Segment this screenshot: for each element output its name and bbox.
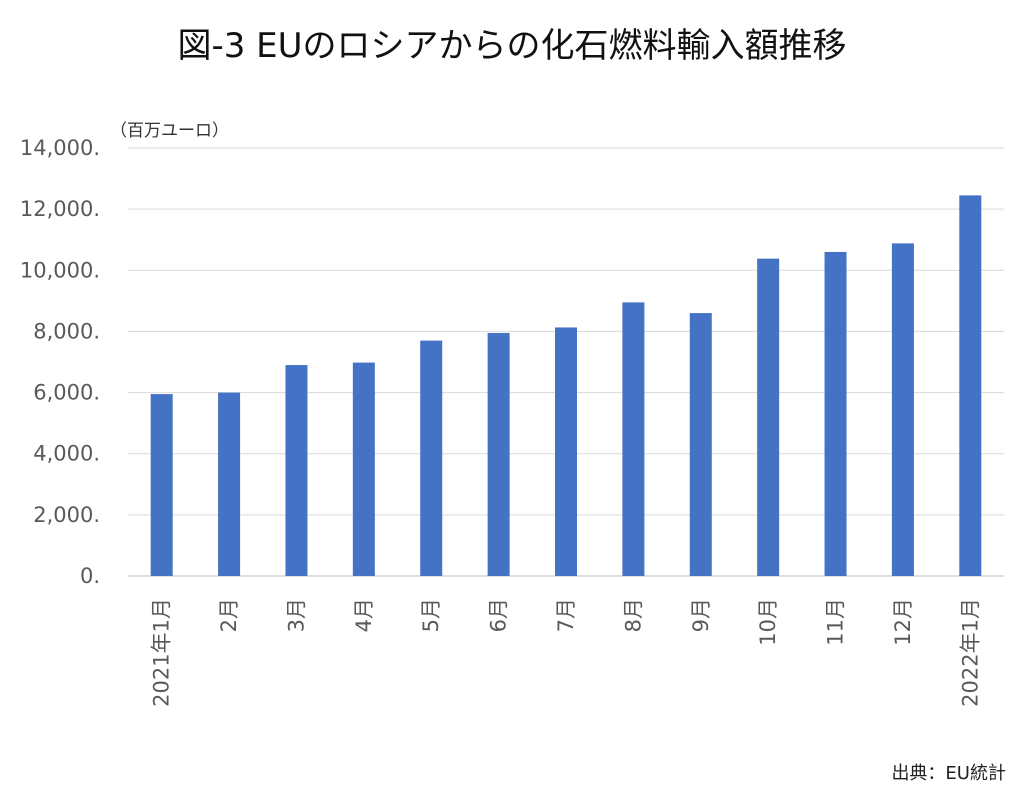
bar [420, 340, 443, 576]
x-tick-label: 10月 [756, 598, 780, 646]
y-tick-label: 0. [80, 564, 100, 588]
x-axis-ticks: 2021年1月 2月 3月 4月 5月 6月 7月 8月 9月 10月 11月 12月 2022年1月 [150, 598, 983, 707]
y-tick-label: 12,000. [20, 197, 100, 221]
bar [285, 365, 308, 576]
y-tick-label: 2,000. [33, 503, 100, 527]
x-tick-label: 4月 [352, 598, 376, 632]
x-tick-label: 5月 [419, 598, 443, 632]
x-tick-label: 2022年1月 [958, 598, 982, 707]
bar [891, 243, 914, 576]
x-tick-label: 11月 [824, 598, 848, 646]
bar [150, 394, 173, 576]
y-axis-unit-label: （百万ユーロ） [110, 121, 229, 141]
bar [824, 251, 847, 576]
bar [352, 362, 375, 576]
bars [150, 195, 982, 576]
y-tick-label: 8,000. [33, 319, 100, 343]
x-tick-label: 2021年1月 [150, 598, 174, 707]
y-tick-label: 4,000. [33, 442, 100, 466]
x-tick-label: 3月 [284, 598, 308, 632]
bar [487, 332, 510, 576]
x-tick-label: 2月 [217, 598, 241, 632]
bar [757, 258, 780, 576]
bar [959, 195, 982, 576]
bar [555, 327, 577, 576]
x-tick-label: 6月 [487, 598, 511, 632]
chart-title: 図-3 EUのロシアからの化石燃料輸入額推移 [177, 26, 847, 66]
x-tick-label: 9月 [689, 598, 713, 632]
y-tick-label: 6,000. [33, 381, 100, 405]
x-tick-label: 12月 [891, 598, 915, 646]
source-note: 出典：EU統計 [891, 763, 1006, 784]
bar [218, 392, 241, 576]
bar [622, 302, 645, 576]
y-tick-label: 14,000. [20, 136, 100, 160]
x-tick-label: 8月 [621, 598, 645, 632]
bar [689, 313, 712, 576]
y-tick-label: 10,000. [20, 258, 100, 282]
x-tick-label: 7月 [554, 598, 578, 632]
y-axis-ticks: 0. 2,000. 4,000. 6,000. 8,000. 10,000. 12,000.… [20, 136, 100, 588]
